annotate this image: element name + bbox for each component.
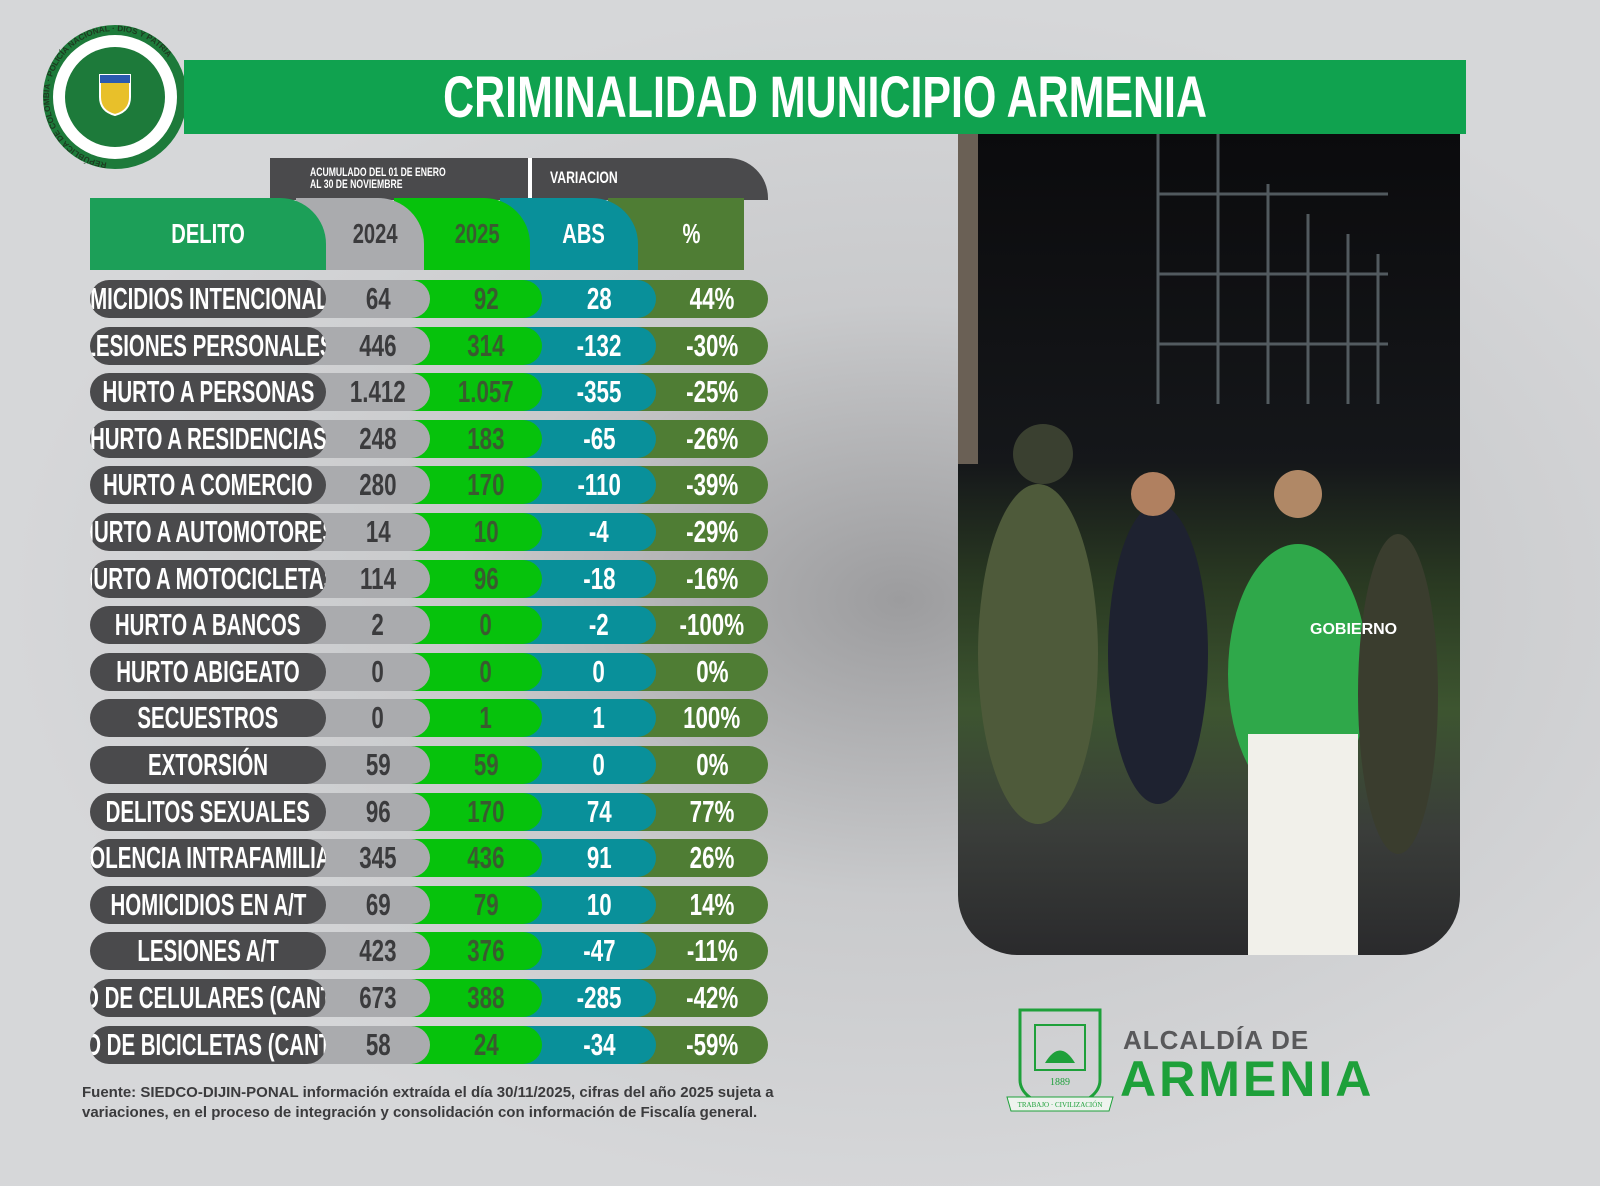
- value-2025: 0: [406, 652, 542, 691]
- value-2025: 376: [406, 932, 542, 971]
- crime-label: HURTO A PERSONAS: [90, 373, 326, 412]
- table-subheader: ACUMULADO DEL 01 DE ENERO AL 30 DE NOVIEM…: [270, 158, 768, 200]
- table-row: HURTO A RESIDENCIAS 248 183 -65 -26%: [90, 419, 768, 458]
- value-2025: 96: [406, 559, 542, 598]
- table-row: HURTO DE BICICLETAS (CANTIDAD)5824-34-59…: [90, 1025, 768, 1064]
- alcaldia-line1: ALCALDÍA DE: [1123, 1025, 1310, 1055]
- table-row: DELITOS SEXUALES 96 170 74 77%: [90, 792, 768, 831]
- crime-label: EXTORSIÓN: [90, 746, 326, 784]
- table-row: SECUESTROS 0 1 1 100%: [90, 699, 768, 738]
- value-percent: 0%: [632, 746, 768, 784]
- alcaldia-line2: ARMENIA: [1120, 1051, 1375, 1107]
- table-row: HURTO A MOTOCICLETAS 114 96 -18 -16%: [90, 559, 768, 598]
- shield-motto: TRABAJO · CIVILIZACIÓN: [1018, 1101, 1103, 1109]
- policia-nacional-logo: REPÚBLICA DE COLOMBIA · POLICÍA NACIONAL…: [42, 25, 187, 169]
- crime-label: SECUESTROS: [90, 699, 326, 738]
- table-row: EXTORSIÓN 59 59 0 0%: [90, 746, 768, 784]
- crime-label: VIOLENCIA INTRAFAMILIAR: [90, 839, 326, 878]
- value-abs: -4: [518, 513, 656, 551]
- table-row: HURTO ABIGEATO 0 0 0 0%: [90, 652, 768, 691]
- header-delito: DELITO: [90, 198, 326, 270]
- crime-label: LESIONES PERSONALES: [90, 326, 326, 365]
- crime-label: HURTO A MOTOCICLETAS: [90, 559, 326, 598]
- crime-label: HURTO DE CELULARES (CANTIDAD): [90, 979, 326, 1017]
- table-row: HURTO A COMERCIO 280 170 -110 -39%: [90, 466, 768, 505]
- crime-label: DELITOS SEXUALES: [90, 792, 326, 831]
- crime-label: HOMICIDIOS EN A/T: [90, 885, 326, 924]
- vest-text: GOBIERNO: [1310, 621, 1397, 638]
- value-2024: 248: [302, 419, 430, 458]
- crime-label: HURTO A AUTOMOTORES: [90, 513, 326, 551]
- value-percent: 44%: [632, 280, 768, 318]
- period-label-2: AL 30 DE NOVIEMBRE: [310, 177, 403, 191]
- value-abs: 10: [518, 885, 656, 924]
- header-abs: ABS: [500, 198, 638, 270]
- value-2024: 673: [302, 979, 430, 1017]
- operation-photo: GOBIERNO: [958, 134, 1460, 955]
- source-note: Fuente: SIEDCO-DIJIN-PONAL información e…: [82, 1084, 774, 1121]
- crime-label: HURTO A RESIDENCIAS: [90, 419, 326, 458]
- value-percent: 14%: [632, 885, 768, 924]
- table-row: HURTO DE CELULARES (CANTIDAD)673388-285-…: [90, 979, 768, 1017]
- value-percent: -16%: [632, 559, 768, 598]
- crime-label: LESIONES A/T: [90, 932, 326, 971]
- shield-year: 1889: [1050, 1077, 1070, 1088]
- table-row: HURTO A BANCOS 2 0 -2 -100%: [90, 606, 768, 645]
- title-banner: CRIMINALIDAD MUNICIPIO ARMENIA: [184, 60, 1466, 134]
- table-header-row: DELITO 2024 2025 ABS %: [90, 198, 744, 270]
- period-label-1: ACUMULADO DEL 01 DE ENERO: [310, 165, 446, 179]
- table-row: VIOLENCIA INTRAFAMILIAR3454369126%: [90, 839, 768, 878]
- table-row: LESIONES A/T 423 376 -47 -11%: [90, 932, 768, 971]
- table-row: HOMICIDIOS EN A/T 69 79 10 14%: [90, 885, 768, 924]
- crime-label: HURTO A BANCOS: [90, 606, 326, 645]
- value-2025: 59: [406, 746, 542, 784]
- alcaldia-armenia-logo: 1889 TRABAJO · CIVILIZACIÓN: [1006, 1008, 1114, 1112]
- value-2024: 280: [302, 466, 430, 505]
- value-2025: 170: [406, 792, 542, 831]
- crime-label: HURTO DE BICICLETAS (CANTIDAD): [90, 1025, 326, 1064]
- variation-label: VARIACION: [550, 168, 618, 187]
- value-percent: 77%: [632, 792, 768, 831]
- table-row: HURTO A AUTOMOTORES 14 10 -4 -29%: [90, 513, 768, 551]
- table-row: HOMICIDIOS INTENCIONALES64922844%: [90, 280, 768, 318]
- table-row: LESIONES PERSONALES 446 314 -132 -30%: [90, 326, 768, 365]
- value-abs: -285: [518, 979, 656, 1017]
- crime-label: HURTO ABIGEATO: [90, 652, 326, 691]
- page-title: CRIMINALIDAD MUNICIPIO ARMENIA: [443, 64, 1207, 130]
- crime-label: HOMICIDIOS INTENCIONALES: [90, 280, 326, 318]
- table-row: HURTO A PERSONAS 1.412 1.057 -355 -25%: [90, 373, 768, 412]
- crime-label: HURTO A COMERCIO: [90, 466, 326, 505]
